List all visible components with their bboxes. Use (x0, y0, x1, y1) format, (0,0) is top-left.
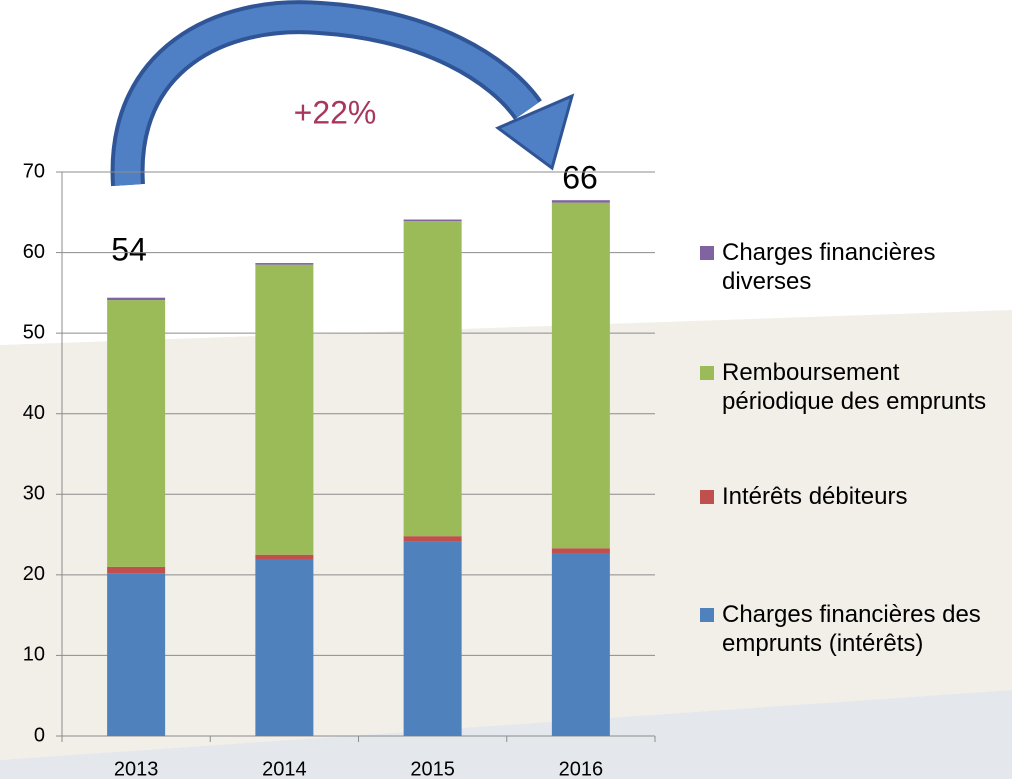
y-tick-label: 50 (23, 321, 45, 343)
legend-label: Remboursement périodique des emprunts (722, 359, 987, 415)
arrow-head (495, 93, 575, 171)
x-tick-label: 2014 (262, 758, 307, 779)
background-band (0, 310, 1012, 760)
x-tick-label: 2016 (559, 758, 604, 779)
y-tick-label: 60 (23, 241, 45, 263)
legend-swatch (700, 490, 714, 504)
bar-segment (551, 553, 610, 736)
bar-segment (107, 300, 166, 567)
y-tick-label: 30 (23, 483, 45, 505)
arrow (114, 4, 539, 186)
bar-segment (403, 536, 462, 542)
x-tick-label: 2013 (114, 758, 159, 779)
y-tick-label: 20 (23, 563, 45, 585)
legend-label: Charges financières des emprunts (intérê… (722, 601, 981, 657)
bar-segment (255, 559, 314, 736)
bar-segment (107, 573, 166, 736)
y-tick-label: 0 (34, 724, 45, 746)
legend-item: Charges financières des emprunts (intérê… (700, 600, 1012, 658)
bar-segment (107, 297, 166, 301)
bar-segment (403, 221, 462, 537)
bar-segment (255, 263, 314, 265)
bar-segment (107, 566, 166, 574)
legend-label: Intérêts débiteurs (722, 483, 908, 510)
bar-segment (551, 548, 610, 554)
y-tick-label: 10 (23, 644, 45, 666)
legend-item: Remboursement périodique des emprunts (700, 358, 1012, 416)
bar-segment (403, 219, 462, 222)
annotation: 66 (562, 159, 598, 195)
bar-segment (403, 541, 462, 736)
bar-segment (551, 202, 610, 549)
y-tick-label: 40 (23, 402, 45, 424)
bar-segment (255, 264, 314, 555)
bar-segment (551, 200, 610, 203)
legend-swatch (700, 246, 714, 260)
bar-segment (255, 554, 314, 560)
annotation: +22% (294, 94, 377, 130)
legend-item: Intérêts débiteurs (700, 482, 1012, 511)
legend-item: Charges financières diverses (700, 238, 1012, 296)
y-tick-label: 70 (23, 160, 45, 182)
background-band (0, 690, 1012, 779)
annotation: 54 (111, 231, 147, 267)
x-tick-label: 2015 (410, 758, 455, 779)
legend-swatch (700, 608, 714, 622)
legend-swatch (700, 366, 714, 380)
legend-label: Charges financières diverses (722, 239, 936, 295)
